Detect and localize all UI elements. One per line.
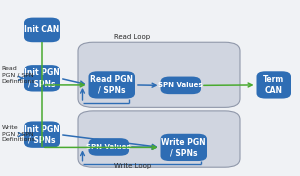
Text: Init CAN: Init CAN (24, 25, 60, 34)
FancyBboxPatch shape (78, 42, 240, 107)
FancyBboxPatch shape (78, 111, 240, 167)
FancyBboxPatch shape (160, 77, 201, 94)
Text: SPN Values: SPN Values (158, 82, 203, 88)
Text: Init PGN
/ SPNs: Init PGN / SPNs (24, 68, 60, 88)
Text: Init PGN
/ SPNs: Init PGN / SPNs (24, 125, 60, 144)
Text: Read
PGN / SPN
Definitions: Read PGN / SPN Definitions (2, 66, 35, 83)
FancyBboxPatch shape (24, 65, 60, 92)
Text: Read PGN
/ SPNs: Read PGN / SPNs (90, 75, 133, 95)
FancyBboxPatch shape (88, 138, 129, 156)
FancyBboxPatch shape (24, 121, 60, 148)
FancyBboxPatch shape (88, 71, 135, 99)
FancyBboxPatch shape (24, 18, 60, 42)
Text: Write PGN
/ SPNs: Write PGN / SPNs (161, 137, 206, 157)
Text: Write Loop: Write Loop (114, 163, 151, 169)
FancyBboxPatch shape (256, 71, 291, 99)
Text: Term
CAN: Term CAN (263, 75, 284, 95)
Text: Write
PGN / SPN
Definitions: Write PGN / SPN Definitions (2, 125, 35, 142)
Text: Read Loop: Read Loop (114, 34, 150, 40)
Text: SPN Values: SPN Values (86, 144, 131, 150)
FancyBboxPatch shape (160, 134, 207, 161)
